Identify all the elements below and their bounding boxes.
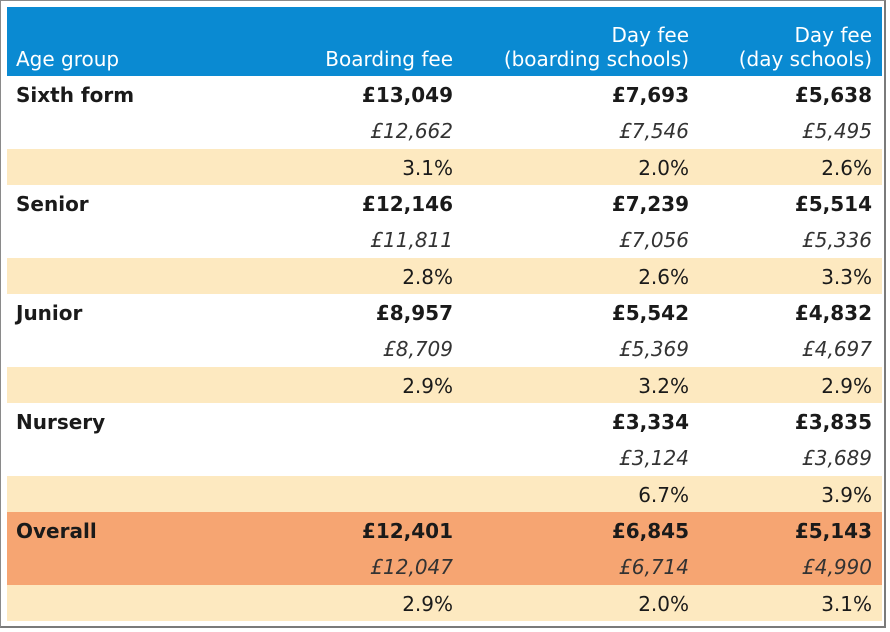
table-cell: 3.1% [402, 155, 453, 180]
table-row-previous: £3,124 £3,689 [7, 439, 882, 475]
table-cell: 2.0% [638, 591, 689, 616]
table-row-change: 2.8% 2.6% 3.3% [7, 257, 882, 295]
table-cell: £3,124 [619, 446, 689, 471]
table-row-current: Sixth form £13,049 £7,693 £5,638 [7, 76, 882, 112]
table-cell: £12,401 [361, 519, 453, 544]
table-cell: 2.9% [821, 373, 872, 398]
age-group-label: Overall [16, 519, 97, 544]
age-group-label: Junior [16, 301, 83, 326]
header-boarding-fee: Boarding fee [325, 47, 453, 71]
table-cell: £7,693 [611, 83, 689, 107]
table-row-current: Junior £8,957 £5,542 £4,832 [7, 294, 882, 330]
table-row-change: 6.7% 3.9% [7, 475, 882, 513]
table-cell: £4,697 [802, 337, 872, 362]
table-cell: 2.9% [402, 591, 453, 616]
table-row-current: Nursery £3,334 £3,835 [7, 403, 882, 439]
table-cell: £3,689 [802, 446, 872, 471]
table-cell: 2.8% [402, 264, 453, 289]
table-cell: £12,662 [370, 119, 453, 144]
table-row-change: 2.9% 2.0% 3.1% [7, 584, 882, 622]
header-line: (day schools) [738, 47, 872, 71]
fees-table: Age group Boarding fee Day fee (boarding … [7, 7, 882, 622]
table-row-previous: £8,709 £5,369 £4,697 [7, 330, 882, 366]
header-line: (boarding schools) [503, 47, 689, 71]
table-cell: £6,714 [619, 555, 689, 580]
table-body: Sixth form £13,049 £7,693 £5,638 £12,662 £7,5… [7, 76, 882, 622]
table-cell: £11,811 [370, 228, 453, 253]
table-row-current: Overall £12,401 £6,845 £5,143 [7, 512, 882, 549]
table-cell: £5,143 [794, 519, 872, 544]
table-cell: 6.7% [638, 482, 689, 507]
table-cell: £3,835 [794, 410, 872, 435]
header-line: Day fee [794, 23, 873, 47]
table-cell: 3.1% [821, 591, 872, 616]
table-cell: £5,514 [794, 192, 872, 217]
age-group-label: Senior [16, 192, 89, 217]
table-cell: £7,546 [619, 119, 689, 144]
table-cell: £8,957 [375, 301, 453, 326]
table-cell: £5,336 [802, 228, 872, 253]
table-cell: £12,146 [361, 192, 453, 217]
table-cell: 2.6% [638, 264, 689, 289]
age-group-label: Sixth form [16, 83, 135, 107]
table-cell: £4,832 [794, 301, 872, 326]
table-cell: £5,495 [802, 119, 872, 144]
table-cell: £5,638 [794, 83, 872, 107]
table-cell: 3.3% [821, 264, 872, 289]
header-day-fee-boarding: Day fee (boarding schools) [504, 23, 689, 71]
table-row-change: 2.9% 3.2% 2.9% [7, 366, 882, 404]
table-cell: £3,334 [611, 410, 689, 435]
table-cell: 2.6% [821, 155, 872, 180]
table-row-current: Senior £12,146 £7,239 £5,514 [7, 185, 882, 221]
table-cell: £7,056 [619, 228, 689, 253]
table-row-previous: £12,662 £7,546 £5,495 [7, 112, 882, 148]
table-cell: £7,239 [611, 192, 689, 217]
table-cell: £8,709 [383, 337, 453, 362]
header-age-group: Age group [16, 47, 120, 71]
table-cell: 2.0% [638, 155, 689, 180]
table-cell: £5,369 [619, 337, 689, 362]
table-header: Age group Boarding fee Day fee (boarding … [7, 7, 882, 76]
table-row-previous: £12,047 £6,714 £4,990 [7, 548, 882, 585]
table-cell: £6,845 [611, 519, 689, 544]
table-row-previous: £11,811 £7,056 £5,336 [7, 221, 882, 257]
table-cell: £4,990 [802, 555, 872, 580]
table-cell: £12,047 [370, 555, 453, 580]
table-cell: 3.9% [821, 482, 872, 507]
header-line: Day fee [611, 23, 690, 47]
table-cell: £5,542 [611, 301, 689, 326]
header-day-fee-day: Day fee (day schools) [739, 23, 872, 71]
age-group-label: Nursery [16, 410, 106, 435]
table-cell: 2.9% [402, 373, 453, 398]
table-cell: £13,049 [361, 83, 453, 107]
table-row-change: 3.1% 2.0% 2.6% [7, 148, 882, 186]
table-cell: 3.2% [638, 373, 689, 398]
